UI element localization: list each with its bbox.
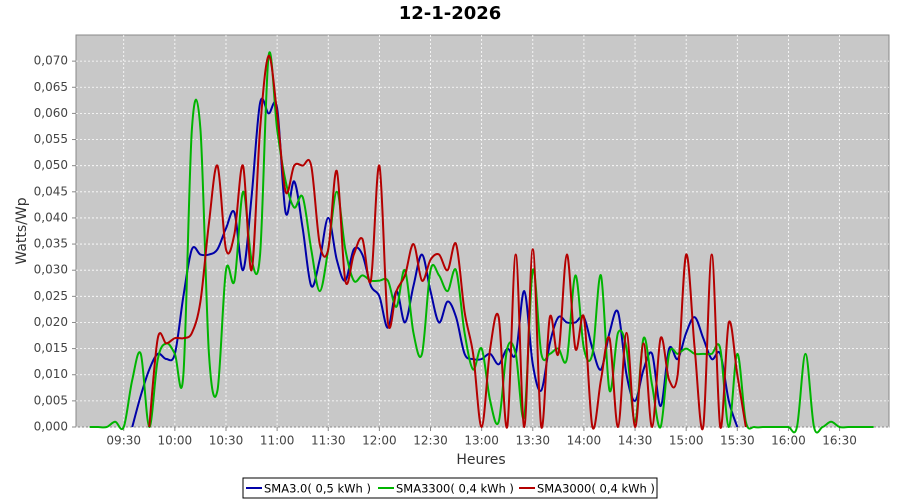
x-tick-label: 10:00	[158, 434, 193, 448]
y-tick-label: 0,030	[34, 263, 68, 277]
x-tick-label: 13:30	[515, 434, 550, 448]
x-tick-label: 11:00	[260, 434, 295, 448]
y-tick-label: 0,025	[34, 289, 68, 303]
y-axis-label: Watts/Wp	[14, 197, 30, 264]
series-line	[89, 51, 874, 434]
x-tick-label: 14:30	[618, 434, 653, 448]
y-tick-label: 0,070	[34, 54, 68, 68]
legend-text: SMA3.0( 0,5 kWh )	[264, 482, 371, 496]
series-line	[131, 97, 739, 428]
x-tick-label: 16:00	[771, 434, 806, 448]
y-tick-label: 0,010	[34, 367, 68, 381]
y-tick-label: 0,005	[34, 393, 68, 407]
chart-title: 12-1-2026	[399, 3, 502, 24]
y-tick-label: 0,015	[34, 341, 68, 355]
series-line	[148, 54, 747, 431]
x-tick-label: 16:30	[822, 434, 857, 448]
plot-area	[75, 34, 890, 428]
x-tick-label: 11:30	[311, 434, 346, 448]
legend-text: SMA3300( 0,4 kWh )	[396, 482, 514, 496]
x-tick-label: 12:30	[413, 434, 448, 448]
legend-text: SMA3000( 0,4 kWh )	[537, 482, 655, 496]
x-tick-label: 15:00	[669, 434, 704, 448]
y-tick-label: 0,045	[34, 184, 68, 198]
x-tick-label: 15:30	[720, 434, 755, 448]
legend-box	[242, 477, 658, 499]
y-tick-label: 0,060	[34, 106, 68, 120]
x-tick-label: 14:00	[567, 434, 602, 448]
y-tick-label: 0,000	[34, 420, 68, 434]
y-tick-label: 0,050	[34, 158, 68, 172]
y-tick-label: 0,035	[34, 237, 68, 251]
y-tick-label: 0,040	[34, 210, 68, 224]
x-tick-label: 13:00	[464, 434, 499, 448]
y-tick-label: 0,065	[34, 80, 68, 94]
y-tick-label: 0,055	[34, 132, 68, 146]
x-axis-label: Heures	[456, 452, 505, 468]
y-tick-label: 0,020	[34, 315, 68, 329]
x-tick-label: 12:00	[362, 434, 397, 448]
x-tick-label: 10:30	[209, 434, 244, 448]
x-tick-label: 09:30	[106, 434, 141, 448]
